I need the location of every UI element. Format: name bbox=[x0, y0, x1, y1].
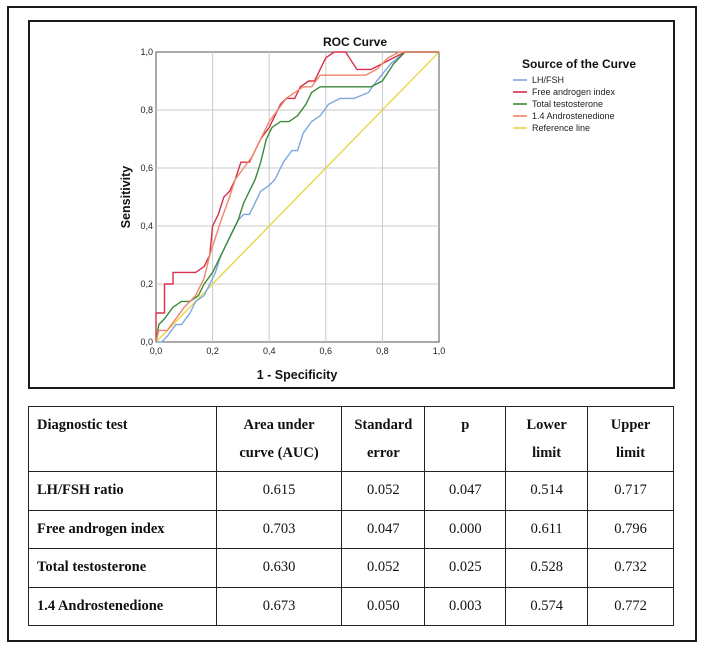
x-tick-label: 0,6 bbox=[320, 346, 333, 356]
cell-se: 0.052 bbox=[341, 471, 426, 511]
series-line-reference-line bbox=[155, 51, 440, 343]
table-row: Total testosterone 0.630 0.052 0.025 0.5… bbox=[28, 548, 674, 588]
series-line-1-4-androstenedione bbox=[155, 51, 439, 343]
header-p: p bbox=[424, 406, 507, 472]
y-tick-label: 0,8 bbox=[140, 105, 153, 115]
table-row: Free androgen index 0.703 0.047 0.000 0.… bbox=[28, 509, 674, 549]
y-tick-label: 0,6 bbox=[140, 163, 153, 173]
cell-auc: 0.630 bbox=[215, 548, 343, 588]
cell-p: 0.025 bbox=[424, 548, 507, 588]
x-tick-label: 0,8 bbox=[376, 346, 389, 356]
cell-lower: 0.574 bbox=[505, 586, 589, 626]
legend: LH/FSH Free androgen index Total testoster… bbox=[513, 75, 616, 133]
cell-upper: 0.732 bbox=[587, 548, 674, 588]
cell-se: 0.050 bbox=[341, 586, 426, 626]
legend-label-total-testosterone: Total testosterone bbox=[532, 99, 603, 109]
cell-se: 0.052 bbox=[341, 548, 426, 588]
cell-lower: 0.611 bbox=[505, 509, 589, 549]
cell-p: 0.047 bbox=[424, 471, 507, 511]
x-tick-label: 1,0 bbox=[433, 346, 446, 356]
x-axis-label: 1 - Specificity bbox=[257, 368, 338, 382]
x-tick-label: 0,4 bbox=[263, 346, 276, 356]
cell-lower: 0.528 bbox=[505, 548, 589, 588]
cell-test: LH/FSH ratio bbox=[28, 471, 217, 511]
y-tick-label: 0,0 bbox=[140, 337, 153, 347]
table-row: 1.4 Androstenedione 0.673 0.050 0.003 0.… bbox=[28, 586, 674, 626]
legend-label-1-4-androstenedione: 1.4 Androstenedione bbox=[532, 111, 615, 121]
cell-upper: 0.796 bbox=[587, 509, 674, 549]
chart-title: ROC Curve bbox=[323, 35, 387, 49]
table-header-row: Diagnostic test Area under curve (AUC) S… bbox=[28, 406, 674, 472]
x-tick-label: 0,2 bbox=[206, 346, 219, 356]
series-line-free-androgen-index bbox=[155, 51, 439, 342]
roc-chart: 0,0 0,2 0,4 0,6 0,8 1,0 0,0 0,2 0,4 0,6 0,8 1,0 ROC… bbox=[119, 35, 636, 382]
roc-chart-panel: 0,0 0,2 0,4 0,6 0,8 1,0 0,0 0,2 0,4 0,6 0,8 1,0 ROC… bbox=[28, 20, 675, 389]
figure-outer-frame bbox=[7, 6, 697, 642]
y-tick-label: 0,4 bbox=[140, 221, 153, 231]
axis-ticks: 0,0 0,2 0,4 0,6 0,8 1,0 0,0 0,2 0,4 0,6 0,8 1,0 bbox=[140, 47, 445, 356]
cell-test: Total testosterone bbox=[28, 548, 217, 588]
grid bbox=[156, 52, 439, 342]
header-standard-error: Standard error bbox=[341, 406, 426, 472]
cell-p: 0.000 bbox=[424, 509, 507, 549]
cell-upper: 0.717 bbox=[587, 471, 674, 511]
legend-label-free-androgen-index: Free androgen index bbox=[532, 87, 616, 97]
header-auc: Area under curve (AUC) bbox=[215, 406, 343, 472]
cell-upper: 0.772 bbox=[587, 586, 674, 626]
diagnostic-results-table: Diagnostic test Area under curve (AUC) S… bbox=[28, 406, 674, 626]
series-layer bbox=[155, 51, 440, 343]
y-tick-label: 1,0 bbox=[140, 47, 153, 57]
cell-p: 0.003 bbox=[424, 586, 507, 626]
cell-test: Free androgen index bbox=[28, 509, 217, 549]
header-lower-limit: Lower limit bbox=[505, 406, 589, 472]
y-axis-label: Sensitivity bbox=[119, 166, 133, 229]
table-row: LH/FSH ratio 0.615 0.052 0.047 0.514 0.7… bbox=[28, 471, 674, 511]
header-diagnostic-test: Diagnostic test bbox=[28, 406, 217, 472]
cell-auc: 0.615 bbox=[215, 471, 343, 511]
cell-lower: 0.514 bbox=[505, 471, 589, 511]
y-tick-label: 0,2 bbox=[140, 279, 153, 289]
cell-test: 1.4 Androstenedione bbox=[28, 586, 217, 626]
cell-se: 0.047 bbox=[341, 509, 426, 549]
legend-title: Source of the Curve bbox=[522, 57, 636, 71]
x-tick-label: 0,0 bbox=[150, 346, 163, 356]
cell-auc: 0.703 bbox=[215, 509, 343, 549]
series-line-lh-fsh bbox=[156, 51, 439, 343]
cell-auc: 0.673 bbox=[215, 586, 343, 626]
legend-label-reference-line: Reference line bbox=[532, 123, 590, 133]
legend-label-lh-fsh: LH/FSH bbox=[532, 75, 564, 85]
header-upper-limit: Upper limit bbox=[587, 406, 674, 472]
